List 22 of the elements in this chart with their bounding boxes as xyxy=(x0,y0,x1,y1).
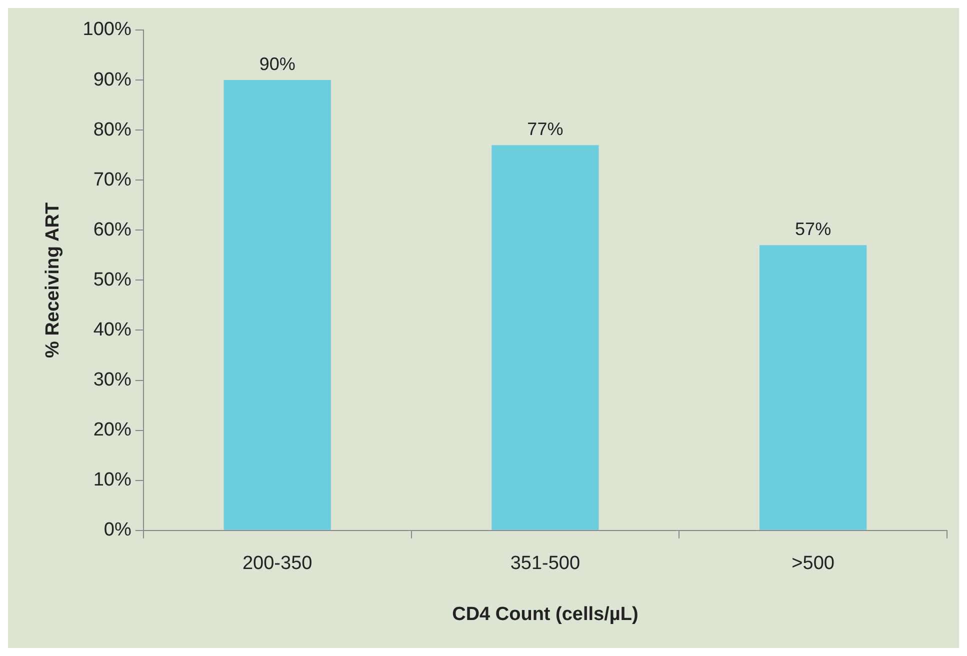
y-tick-label: 20% xyxy=(93,420,132,441)
data-label: 57% xyxy=(795,219,832,240)
x-tick-label: >500 xyxy=(792,553,834,574)
y-axis-title: % Receiving ART xyxy=(42,202,64,358)
y-tick-label: 40% xyxy=(93,319,132,340)
y-tick-label: 0% xyxy=(104,520,132,541)
x-tick-label: 200-350 xyxy=(242,553,312,574)
y-tick-label: 70% xyxy=(93,169,132,190)
bar xyxy=(224,80,331,530)
bar xyxy=(492,145,599,530)
x-tick-label: 351-500 xyxy=(510,553,580,574)
y-tick-label: 50% xyxy=(93,269,132,290)
y-tick-label: 80% xyxy=(93,119,132,140)
data-label: 90% xyxy=(259,54,296,74)
y-tick-label: 10% xyxy=(93,470,132,491)
data-label: 77% xyxy=(527,119,564,140)
y-tick-label: 100% xyxy=(82,19,132,40)
y-tick-label: 90% xyxy=(93,69,132,90)
y-tick-label: 30% xyxy=(93,370,132,391)
y-tick-label: 60% xyxy=(93,219,132,240)
x-axis-title: CD4 Count (cells/µL) xyxy=(452,604,638,625)
bar xyxy=(759,245,867,530)
